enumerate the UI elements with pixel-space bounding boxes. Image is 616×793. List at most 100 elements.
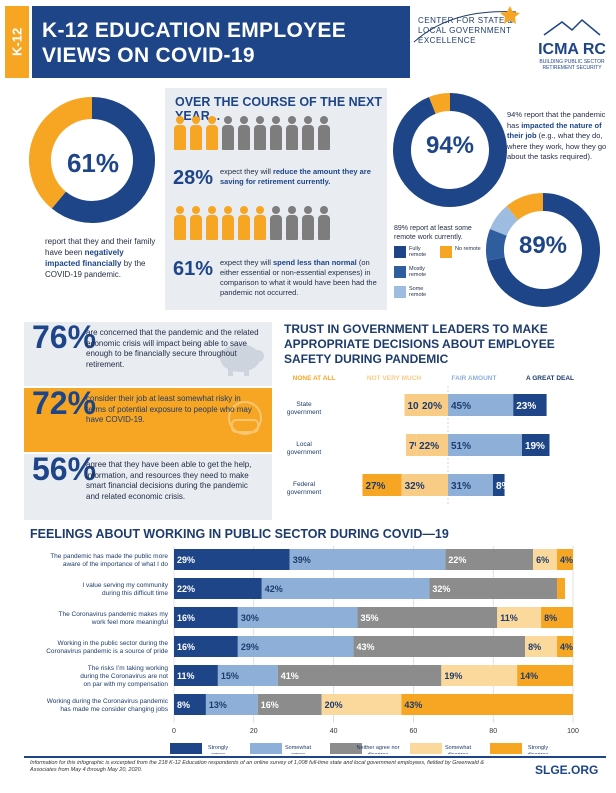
footer-rule — [24, 756, 606, 758]
person-icon — [189, 116, 203, 150]
person-icon — [237, 116, 251, 150]
legend-swatch — [440, 246, 452, 258]
feelings-bar-label: 8% — [177, 700, 190, 710]
legend-label: Mostly remote — [409, 266, 427, 278]
feelings-category-label: Working in the public sector during the C… — [46, 640, 168, 655]
caption-text: by the COVID-19 pandemic. — [45, 259, 146, 279]
face-mask-icon — [228, 401, 262, 435]
x-tick-label: 60 — [410, 728, 418, 735]
feelings-bar-label: 20% — [325, 700, 343, 710]
feelings-category-label: The pandemic has made the public more awa… — [50, 553, 168, 568]
donut-right-top-value: 94% — [425, 132, 475, 159]
people-row-savings — [173, 116, 331, 150]
feelings-bar-segment — [174, 578, 262, 599]
trust-bar-label: 31% — [451, 481, 471, 492]
feelings-bar-label: 14% — [520, 671, 538, 681]
page-title-line1: K-12 EDUCATION EMPLOYEE — [42, 19, 347, 42]
donut-slice-3 — [506, 193, 544, 221]
savings-text-bold: reduce the amount they are saving for re… — [220, 167, 371, 186]
trust-bar-label: 23% — [516, 401, 536, 412]
icma-rc-logo: ICMA RC BUILDING PUBLIC SECTOR RETIREMEN… — [536, 18, 608, 71]
trust-bar-label: 51% — [451, 441, 471, 452]
stat-card-retirement: 76% are concerned that the pandemic and … — [24, 322, 272, 386]
trust-legend-label: A GREAT DEAL — [526, 375, 574, 382]
feelings-bar-segment — [174, 607, 238, 628]
legend-swatch — [394, 266, 406, 278]
footer-note: Information for this infographic is exce… — [30, 760, 485, 773]
donut-slice-other — [429, 93, 451, 114]
feelings-bar-segment — [174, 665, 218, 686]
feelings-bar-label: 16% — [177, 613, 195, 623]
feelings-bar-label: 41% — [281, 671, 299, 681]
legend-label: Fully remote — [409, 246, 427, 258]
feelings-bar-label: 43% — [404, 700, 422, 710]
feelings-bar-label: 15% — [221, 671, 239, 681]
feelings-category-label: The Coronavirus pandemic makes my work fe… — [59, 611, 169, 626]
legend-swatch — [170, 743, 202, 754]
feelings-bar-segment — [277, 665, 442, 686]
x-tick-label: 20 — [250, 728, 258, 735]
spending-text-bold: spend less than normal — [272, 258, 357, 267]
person-icon — [237, 206, 251, 240]
trust-bar-segment — [448, 434, 522, 456]
person-icon — [301, 206, 315, 240]
person-icon — [269, 116, 283, 150]
feelings-bar-segment — [445, 549, 534, 570]
feelings-bar-label: 22% — [448, 555, 466, 565]
people-row-spending — [173, 206, 331, 240]
feelings-bar-label: 11% — [500, 613, 518, 623]
mountain-icon — [543, 18, 601, 36]
feelings-category-label: I value serving my community during this … — [82, 582, 168, 597]
person-icon — [189, 206, 203, 240]
feelings-bar-segment — [237, 607, 358, 628]
footer-url: SLGE.ORG — [535, 763, 599, 777]
feelings-bar-segment — [557, 549, 573, 570]
person-icon — [205, 206, 219, 240]
donut-slice-other — [29, 97, 93, 209]
feelings-bar-segment — [557, 636, 573, 657]
legend-item: Mostly remote — [394, 266, 439, 278]
feelings-bar-segment — [357, 607, 498, 628]
legend-label: Neither agree nordisagree — [357, 745, 400, 754]
trust-category-label: State government — [287, 401, 322, 416]
feelings-bar-label: 6% — [536, 555, 549, 565]
legend-label: Somewhatagree — [285, 745, 311, 754]
person-icon — [269, 206, 283, 240]
donut-right-bottom-caption: 89% report at least some remote work cur… — [394, 225, 472, 241]
x-tick-label: 0 — [172, 728, 176, 735]
feelings-bar-label: 30% — [241, 613, 259, 623]
legend-swatch — [394, 246, 406, 258]
donut-slice-1 — [486, 229, 507, 261]
header: K-12 K-12 EDUCATION EMPLOYEE VIEWS ON CO… — [0, 0, 616, 88]
cslge-logo: CENTER FOR STATE & LOCAL GOVERNMENT EXCE… — [413, 6, 528, 46]
feelings-bar-segment — [174, 636, 238, 657]
page-title-line2: VIEWS ON COVID-19 — [42, 44, 255, 67]
donut-job-impact — [393, 93, 507, 207]
feelings-bar-label: 39% — [293, 555, 311, 565]
feelings-bar-label: 8% — [528, 642, 541, 652]
feelings-bar-label: 4% — [560, 555, 573, 565]
feelings-bar-segment — [321, 694, 402, 715]
trust-bar-segment — [362, 474, 402, 496]
next-year-panel: OVER THE COURSE OF THE NEXT YEAR... 28% … — [165, 88, 387, 310]
trust-category-label: Federal government — [287, 481, 322, 496]
legend-swatch — [490, 743, 522, 754]
legend-swatch — [410, 743, 442, 754]
person-icon — [285, 116, 299, 150]
trust-bar-segment — [448, 394, 514, 416]
feelings-chart-title: FEELINGS ABOUT WORKING IN PUBLIC SECTOR … — [30, 527, 449, 541]
caption-text: (e.g., what they do, where they work, ho… — [507, 131, 607, 161]
feelings-bar-label: 42% — [265, 584, 283, 594]
trust-bar-label: 45% — [451, 401, 471, 412]
legend-label: Somewhatdisagree — [445, 745, 471, 754]
trust-bar-segment — [405, 434, 417, 456]
trust-bar-label: 20% — [422, 401, 442, 412]
trust-bar-segment — [404, 394, 419, 416]
feelings-bar-label: 11% — [177, 671, 195, 681]
donut-remote-work — [486, 193, 600, 307]
trust-bar-label: 19% — [525, 441, 545, 452]
savings-text: expect they will reduce the amount they … — [220, 167, 380, 187]
icma-rc-mark: ICMA RC — [538, 41, 606, 58]
feelings-bar-label: 22% — [177, 584, 195, 594]
feelings-bar-label: 19% — [444, 671, 462, 681]
